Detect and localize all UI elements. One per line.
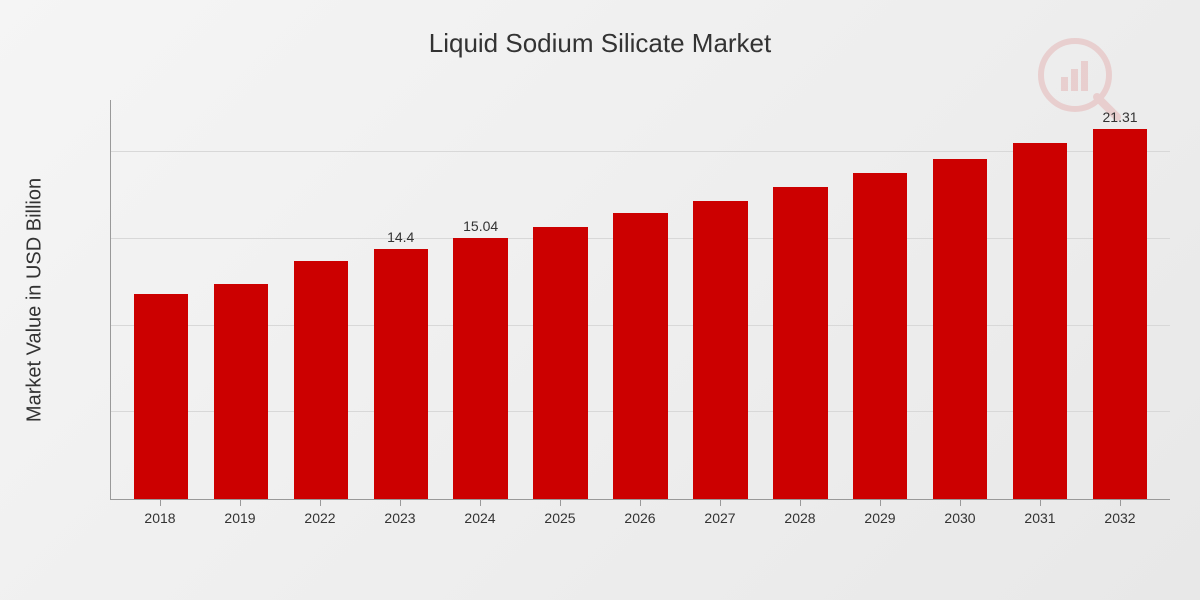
bar xyxy=(613,213,667,499)
bar xyxy=(853,173,907,499)
bar-wrap: 21.31 xyxy=(1080,100,1160,499)
x-tick: 2027 xyxy=(680,500,760,530)
bar xyxy=(1013,143,1067,499)
bar xyxy=(453,238,507,499)
bar-wrap: 15.04 xyxy=(441,100,521,499)
bar-wrap xyxy=(760,100,840,499)
x-tick: 2025 xyxy=(520,500,600,530)
bars-group: 14.4 15.04 21.31 xyxy=(111,100,1170,499)
bar xyxy=(134,294,188,499)
x-tick: 2023 xyxy=(360,500,440,530)
x-tick: 2026 xyxy=(600,500,680,530)
x-tick: 2028 xyxy=(760,500,840,530)
bar-wrap: 14.4 xyxy=(361,100,441,499)
x-tick: 2032 xyxy=(1080,500,1160,530)
x-tick: 2031 xyxy=(1000,500,1080,530)
bar-wrap xyxy=(201,100,281,499)
x-tick: 2019 xyxy=(200,500,280,530)
bar-wrap xyxy=(680,100,760,499)
bar-wrap xyxy=(920,100,1000,499)
bar-wrap xyxy=(601,100,681,499)
y-axis-label: Market Value in USD Billion xyxy=(24,178,47,422)
bar-value-label: 14.4 xyxy=(387,229,414,245)
x-tick: 2030 xyxy=(920,500,1000,530)
bar-wrap xyxy=(121,100,201,499)
chart-title: Liquid Sodium Silicate Market xyxy=(0,0,1200,59)
bar-value-label: 21.31 xyxy=(1103,109,1138,125)
bar-value-label: 15.04 xyxy=(463,218,498,234)
x-tick: 2029 xyxy=(840,500,920,530)
bar xyxy=(294,261,348,499)
bar xyxy=(933,159,987,499)
bar-wrap xyxy=(840,100,920,499)
x-tick: 2022 xyxy=(280,500,360,530)
bar-wrap xyxy=(281,100,361,499)
x-tick: 2018 xyxy=(120,500,200,530)
plot-area: 14.4 15.04 21.31 xyxy=(110,100,1170,500)
chart-container: 14.415.0421.31 2018201920222023202420252… xyxy=(110,100,1170,530)
bar xyxy=(374,249,428,499)
bar xyxy=(693,201,747,499)
bar xyxy=(1093,129,1147,499)
bar-wrap xyxy=(521,100,601,499)
x-axis: 2018201920222023202420252026202720282029… xyxy=(110,500,1170,530)
bar xyxy=(214,284,268,499)
bar-wrap xyxy=(1000,100,1080,499)
x-tick: 2024 xyxy=(440,500,520,530)
bar xyxy=(773,187,827,499)
bar xyxy=(533,227,587,499)
